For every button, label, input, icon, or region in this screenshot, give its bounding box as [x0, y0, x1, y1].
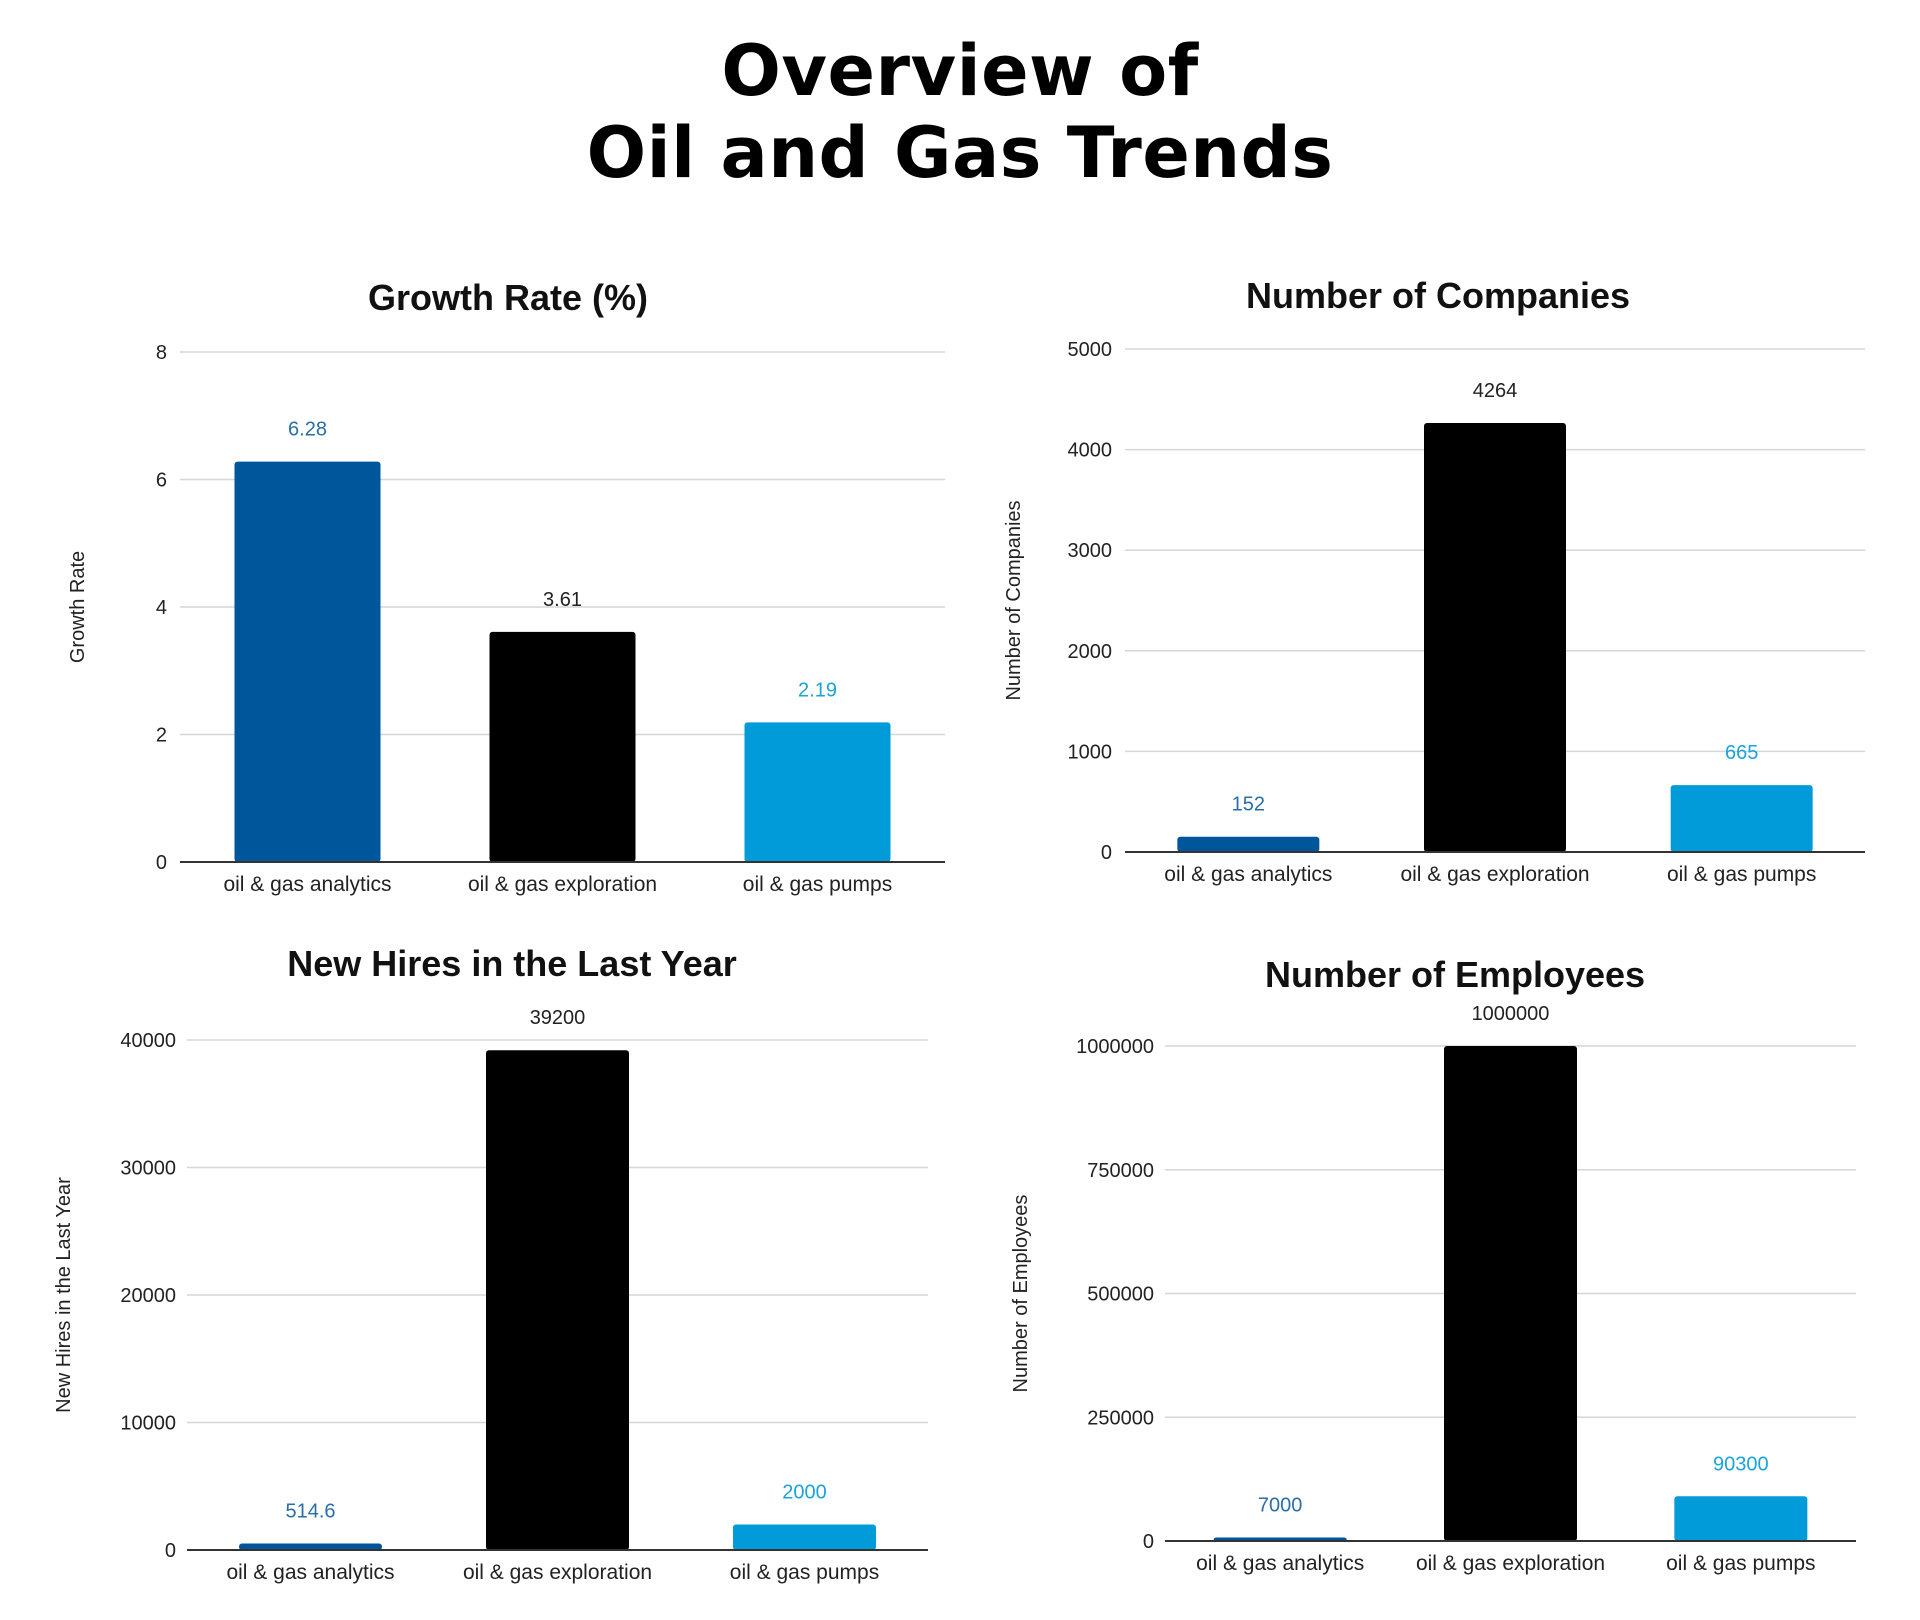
page-title: Overview of Oil and Gas Trends	[0, 30, 1920, 194]
y-tick-label: 1000000	[1076, 1036, 1154, 1058]
x-category-label: oil & gas exploration	[1400, 863, 1589, 886]
chart-title: New Hires in the Last Year	[287, 943, 737, 984]
y-tick-label: 8	[156, 342, 167, 364]
data-label: 39200	[530, 1007, 586, 1029]
x-category-label: oil & gas pumps	[730, 1561, 879, 1584]
y-tick-label: 2	[156, 725, 167, 747]
chart-title: Number of Employees	[1265, 954, 1645, 995]
x-category-label: oil & gas analytics	[223, 873, 391, 896]
x-category-label: oil & gas exploration	[463, 1561, 652, 1584]
bar-oil-gas-pumps	[1674, 1496, 1808, 1541]
y-tick-label: 3000	[1068, 540, 1113, 562]
bar-oil-gas-pumps	[1670, 785, 1813, 852]
y-tick-label: 40000	[120, 1030, 176, 1052]
y-tick-label: 4	[156, 597, 167, 619]
y-tick-label: 1000	[1068, 741, 1113, 763]
page-title-line-2: Oil and Gas Trends	[586, 112, 1334, 194]
y-tick-label: 250000	[1087, 1407, 1154, 1429]
y-tick-label: 0	[1143, 1531, 1154, 1553]
bar-oil-gas-exploration	[1444, 1046, 1577, 1541]
y-axis-label: Growth Rate	[67, 551, 89, 663]
y-tick-label: 6	[156, 470, 167, 492]
y-axis-label: New Hires in the Last Year	[53, 1177, 75, 1413]
y-axis-label: Number of Employees	[1010, 1195, 1032, 1393]
x-category-label: oil & gas analytics	[226, 1561, 394, 1584]
data-label: 665	[1725, 742, 1758, 764]
y-tick-label: 750000	[1087, 1160, 1154, 1182]
bar-oil-gas-analytics	[234, 461, 381, 862]
data-label: 90300	[1713, 1453, 1769, 1475]
bar-oil-gas-exploration	[1424, 423, 1566, 852]
x-category-label: oil & gas pumps	[1666, 1552, 1815, 1575]
data-label: 6.28	[288, 419, 327, 441]
y-tick-label: 0	[156, 852, 167, 874]
bar-oil-gas-analytics	[1177, 836, 1320, 852]
bar-oil-gas-analytics	[239, 1543, 382, 1550]
y-axis-label: Number of Companies	[1003, 500, 1025, 700]
y-tick-label: 2000	[1068, 641, 1113, 663]
data-label: 2000	[782, 1482, 827, 1504]
x-category-label: oil & gas exploration	[468, 873, 657, 896]
chart-title: Number of Companies	[1246, 275, 1630, 316]
data-label: 4264	[1473, 380, 1518, 402]
bar-oil-gas-exploration	[489, 631, 636, 862]
data-label: 1000000	[1472, 1003, 1550, 1025]
y-tick-label: 500000	[1087, 1284, 1154, 1306]
y-tick-label: 20000	[120, 1285, 176, 1307]
x-category-label: oil & gas analytics	[1164, 863, 1332, 886]
bar-oil-gas-pumps	[733, 1524, 876, 1550]
page-title-line-1: Overview of	[721, 30, 1199, 112]
x-category-label: oil & gas analytics	[1196, 1552, 1364, 1575]
y-tick-label: 4000	[1068, 440, 1113, 462]
y-tick-label: 10000	[120, 1413, 176, 1435]
y-tick-label: 0	[165, 1540, 176, 1562]
data-label: 3.61	[543, 589, 582, 611]
data-label: 2.19	[798, 679, 837, 701]
bar-oil-gas-pumps	[744, 722, 891, 862]
data-label: 7000	[1258, 1495, 1303, 1517]
data-label: 514.6	[285, 1500, 335, 1522]
y-tick-label: 30000	[120, 1158, 176, 1180]
bar-oil-gas-exploration	[486, 1050, 629, 1550]
x-category-label: oil & gas pumps	[1667, 863, 1816, 886]
data-label: 152	[1232, 794, 1265, 816]
x-category-label: oil & gas exploration	[1416, 1552, 1605, 1575]
chart-title: Growth Rate (%)	[368, 277, 648, 318]
y-tick-label: 0	[1101, 842, 1112, 864]
y-tick-label: 5000	[1068, 339, 1113, 361]
x-category-label: oil & gas pumps	[743, 873, 892, 896]
